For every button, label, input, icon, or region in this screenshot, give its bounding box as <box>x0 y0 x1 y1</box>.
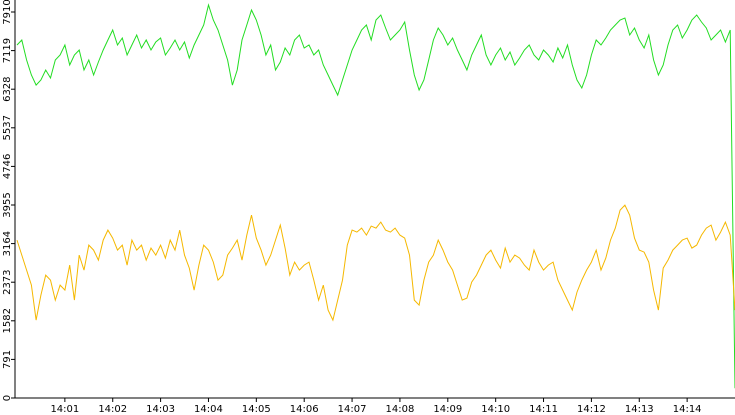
y-tick-label: 5537 <box>2 115 13 140</box>
y-tick-label: 1582 <box>2 308 13 333</box>
x-tick-label: 14:02 <box>98 404 127 415</box>
x-tick-label: 14:14 <box>673 404 702 415</box>
x-tick-label: 14:12 <box>577 404 606 415</box>
x-tick-label: 14:01 <box>50 404 79 415</box>
y-tick-label: 0 <box>2 395 13 401</box>
x-tick-label: 14:08 <box>386 404 415 415</box>
y-tick-label: 6328 <box>2 76 13 101</box>
series-line <box>16 204 735 322</box>
x-tick-label: 14:04 <box>194 404 223 415</box>
x-tick-label: 14:05 <box>242 404 271 415</box>
y-tick-label: 3164 <box>2 231 13 256</box>
x-tick-label: 14:13 <box>625 404 654 415</box>
x-tick-label: 14:06 <box>290 404 319 415</box>
y-tick-label: 7910 <box>2 0 13 25</box>
y-tick-label: 7119 <box>2 38 13 63</box>
y-tick-label: 3955 <box>2 192 13 217</box>
x-tick-label: 14:07 <box>338 404 367 415</box>
x-tick-label: 14:09 <box>433 404 462 415</box>
x-tick-label: 14:10 <box>481 404 510 415</box>
x-tick-label: 14:11 <box>529 404 558 415</box>
y-tick-label: 791 <box>2 350 13 369</box>
x-tick-label: 14:03 <box>146 404 175 415</box>
y-tick-label: 2373 <box>2 269 13 294</box>
series-line <box>16 3 735 389</box>
y-tick-label: 4746 <box>2 154 13 179</box>
